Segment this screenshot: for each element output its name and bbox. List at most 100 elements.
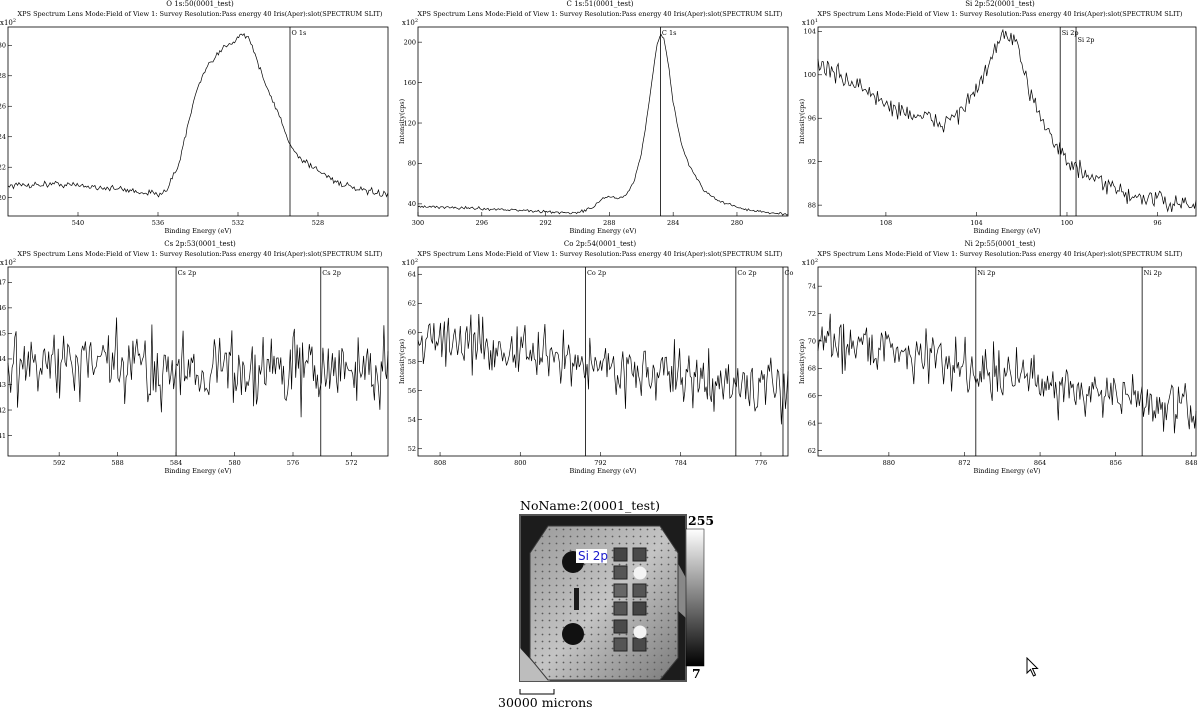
x-axis-label: Binding Energy (eV) [164,467,232,475]
y-axis-label: Intensity(cps) [398,98,406,144]
x-axis-label: Binding Energy (eV) [569,467,637,475]
y-tick-label: 74 [808,282,816,290]
peak-marker-label: Co 2p [737,269,756,277]
panel-header-info: XPS Spectrum Lens Mode:Field of View 1: … [417,10,783,18]
overlay-label-box [576,549,607,563]
y-exponent-label: x102 [402,18,418,27]
peak-marker-label: Ni 2p [977,269,995,277]
x-tick-label: 528 [312,219,324,227]
sample-pads [613,547,647,652]
scale-min-label: 7 [692,666,701,681]
peak-marker-label: Co [784,269,793,277]
y-tick-label: 70 [808,337,816,345]
x-tick-label: 536 [152,219,164,227]
y-tick-label: 45 [0,330,6,338]
x-tick-label: 864 [1034,459,1046,467]
panel-title: Si 2p:52(0001_test) [965,0,1035,8]
peak-marker-label: Si 2p [1078,36,1095,44]
scale-bar-label: 30000 microns [498,695,593,710]
panel-header-info: XPS Spectrum Lens Mode:Field of View 1: … [17,10,383,18]
length-scale-bar [519,689,555,695]
bright-sample [633,566,647,580]
x-tick-label: 808 [434,459,446,467]
y-tick-label: 43 [0,381,6,389]
panel-title: O 1s:50(0001_test) [166,0,234,8]
x-tick-label: 592 [53,459,65,467]
y-tick-label: 46 [0,304,6,312]
peak-marker-label: Co 2p [587,269,606,277]
spectrum-line [7,317,389,418]
y-tick-label: 80 [408,160,416,168]
x-tick-label: 856 [1109,459,1121,467]
y-tick-label: 20 [0,194,6,202]
x-axis-label: Binding Energy (eV) [164,227,232,235]
y-tick-label: 72 [808,310,816,318]
x-tick-label: 300 [412,219,424,227]
spectrum-line [817,28,1197,213]
x-tick-label: 104 [970,219,982,227]
y-tick-label: 100 [804,71,816,79]
y-tick-label: 64 [408,271,416,279]
x-tick-label: 292 [539,219,551,227]
x-tick-label: 580 [228,459,240,467]
spectrum-panel-cs2p: Cs 2p:53(0001_test) XPS Spectrum Lens Mo… [0,240,400,480]
x-tick-label: 880 [883,459,895,467]
x-tick-label: 280 [731,219,743,227]
y-tick-label: 96 [808,115,816,123]
image-title: NoName:2(0001_test) [520,498,660,513]
sample-pad [613,583,628,598]
bright-sample [633,625,647,639]
y-tick-label: 120 [404,119,416,127]
peak-marker-label: Cs 2p [178,269,197,277]
sample-pad [613,619,628,634]
panel-header-info: XPS Spectrum Lens Mode:Field of View 1: … [817,10,1183,18]
spectrum-panel-co2p: Co 2p:54(0001_test) XPS Spectrum Lens Mo… [398,240,800,480]
y-tick-label: 42 [0,406,6,414]
y-tick-label: 22 [0,164,6,172]
y-tick-label: 58 [408,358,416,366]
x-tick-label: 784 [674,459,686,467]
peak-marker-label: Ni 2p [1144,269,1162,277]
spectrum-plot: x102 40 80 120 160 200 300 296 292 288 284 280 Bindi… [398,18,789,235]
sample-pad [613,637,628,652]
x-axis-label: Binding Energy (eV) [569,227,637,235]
x-tick-label: 848 [1185,459,1197,467]
y-tick-label: 24 [0,133,6,141]
x-tick-label: 288 [603,219,615,227]
spectrum-line [7,32,389,198]
y-tick-label: 104 [804,28,816,36]
sample-pad [632,601,647,616]
sample-pad [632,547,647,562]
y-tick-label: 41 [0,432,6,440]
peak-marker-label: C 1s [662,29,677,37]
sample-disc [562,623,584,645]
peak-marker-label: O 1s [292,29,307,37]
y-exponent-label: x101 [802,18,818,27]
x-axis-label: Binding Energy (eV) [973,467,1041,475]
peak-marker-label: Cs 2p [322,269,341,277]
sample-pad [613,565,628,580]
y-tick-label: 26 [0,103,6,111]
x-tick-label: 296 [476,219,488,227]
y-axis-label: Intensity(cps) [798,338,806,384]
y-tick-label: 44 [0,355,6,363]
y-tick-label: 160 [404,79,416,87]
y-exponent-label: x102 [0,258,16,267]
spectrum-plot: x102 52 54 56 58 60 62 64 808 800 792 784 776 Binding… [398,258,793,475]
panel-title: Co 2p:54(0001_test) [563,240,637,248]
spectrum-plot: x102 41 42 43 44 45 46 47 592 588 584 580 576 572 Bind… [0,258,389,475]
y-tick-label: 60 [408,329,416,337]
y-tick-label: 66 [808,392,816,400]
x-tick-label: 540 [72,219,84,227]
x-tick-label: 532 [232,219,244,227]
x-tick-label: 776 [755,459,767,467]
y-tick-label: 47 [0,279,6,287]
sample-image[interactable]: Si 2p [490,498,730,713]
spectrum-panel-ni2p: Ni 2p:55(0001_test) XPS Spectrum Lens Mo… [798,240,1200,480]
panel-header-info: XPS Spectrum Lens Mode:Field of View 1: … [817,250,1183,258]
x-tick-label: 108 [880,219,892,227]
y-tick-label: 54 [408,416,416,424]
scale-max-label: 255 [688,513,715,528]
y-tick-label: 30 [0,42,6,50]
y-tick-label: 92 [808,158,816,166]
